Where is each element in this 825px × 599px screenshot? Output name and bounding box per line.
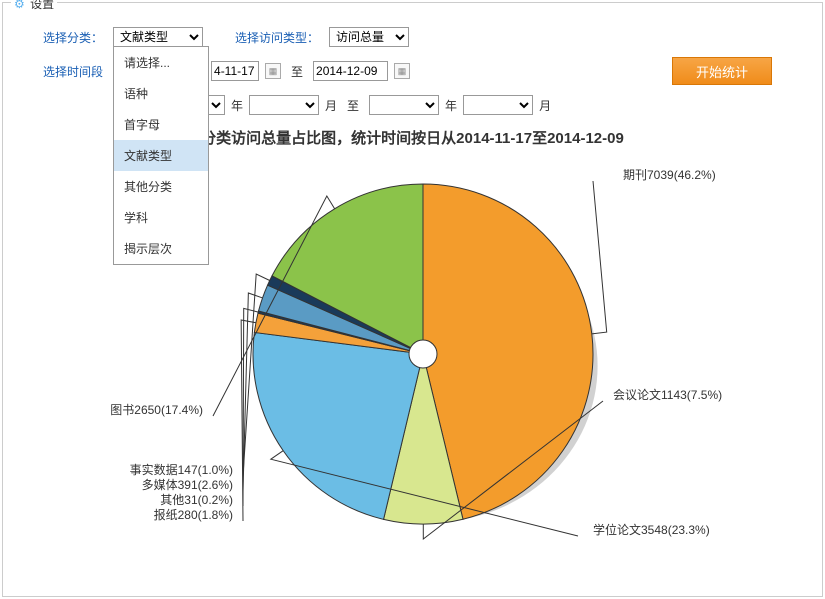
calendar-icon[interactable]: ▦ <box>394 63 410 79</box>
category-dropdown-menu: 请选择...语种首字母文献类型其他分类学科揭示层次 <box>113 46 209 265</box>
slice-label: 会议论文1143(7.5%) <box>613 387 722 402</box>
panel-legend: ⚙ 设置 <box>11 0 57 12</box>
month-to-select[interactable] <box>463 95 533 115</box>
time-range-label: 选择时间段 <box>43 63 103 80</box>
dropdown-item[interactable]: 文献类型 <box>114 140 208 171</box>
category-label: 选择分类： <box>43 29 103 46</box>
calendar-icon[interactable]: ▦ <box>265 63 281 79</box>
category-dropdown-wrap: 文献类型 请选择...语种首字母文献类型其他分类学科揭示层次 <box>113 27 203 47</box>
dropdown-item[interactable]: 请选择... <box>114 47 208 78</box>
controls-area: 选择分类： 文献类型 请选择...语种首字母文献类型其他分类学科揭示层次 选择访… <box>3 3 822 115</box>
year-unit: 年 <box>231 97 243 114</box>
month-from-select[interactable] <box>249 95 319 115</box>
range-sep: 至 <box>347 97 359 114</box>
slice-label: 学位论文3548(23.3%) <box>593 522 710 537</box>
date-from-input[interactable] <box>211 61 259 81</box>
panel-title: 设置 <box>30 0 54 11</box>
slice-label: 报纸280(1.8%) <box>153 507 232 522</box>
dropdown-item[interactable]: 学科 <box>114 202 208 233</box>
category-select[interactable]: 文献类型 <box>113 27 203 47</box>
slice-label: 图书2650(17.4%) <box>110 403 203 417</box>
date-to-input[interactable] <box>313 61 388 81</box>
slice-label: 事实数据147(1.0%) <box>129 462 232 477</box>
slice-label: 其他31(0.2%) <box>160 493 233 507</box>
visit-type-select[interactable]: 访问总量 <box>329 27 409 47</box>
row-1: 选择分类： 文献类型 请选择...语种首字母文献类型其他分类学科揭示层次 选择访… <box>43 27 792 47</box>
dropdown-item[interactable]: 其他分类 <box>114 171 208 202</box>
slice-label: 多媒体391(2.6%) <box>141 478 232 492</box>
row-3: 年 月 至 年 月 <box>155 95 792 115</box>
dropdown-item[interactable]: 语种 <box>114 78 208 109</box>
year-to-select[interactable] <box>369 95 439 115</box>
slice-label: 期刊7039(46.2%) <box>623 168 716 182</box>
dropdown-item[interactable]: 揭示层次 <box>114 233 208 264</box>
month-unit: 月 <box>539 97 551 114</box>
dropdown-item[interactable]: 首字母 <box>114 109 208 140</box>
date-sep: 至 <box>291 63 303 80</box>
start-stats-button[interactable]: 开始统计 <box>672 57 772 85</box>
gear-icon: ⚙ <box>14 0 25 11</box>
year-unit: 年 <box>445 97 457 114</box>
settings-panel: ⚙ 设置 选择分类： 文献类型 请选择...语种首字母文献类型其他分类学科揭示层… <box>2 2 823 597</box>
visit-type-label: 选择访问类型： <box>235 29 319 46</box>
month-unit: 月 <box>325 97 337 114</box>
